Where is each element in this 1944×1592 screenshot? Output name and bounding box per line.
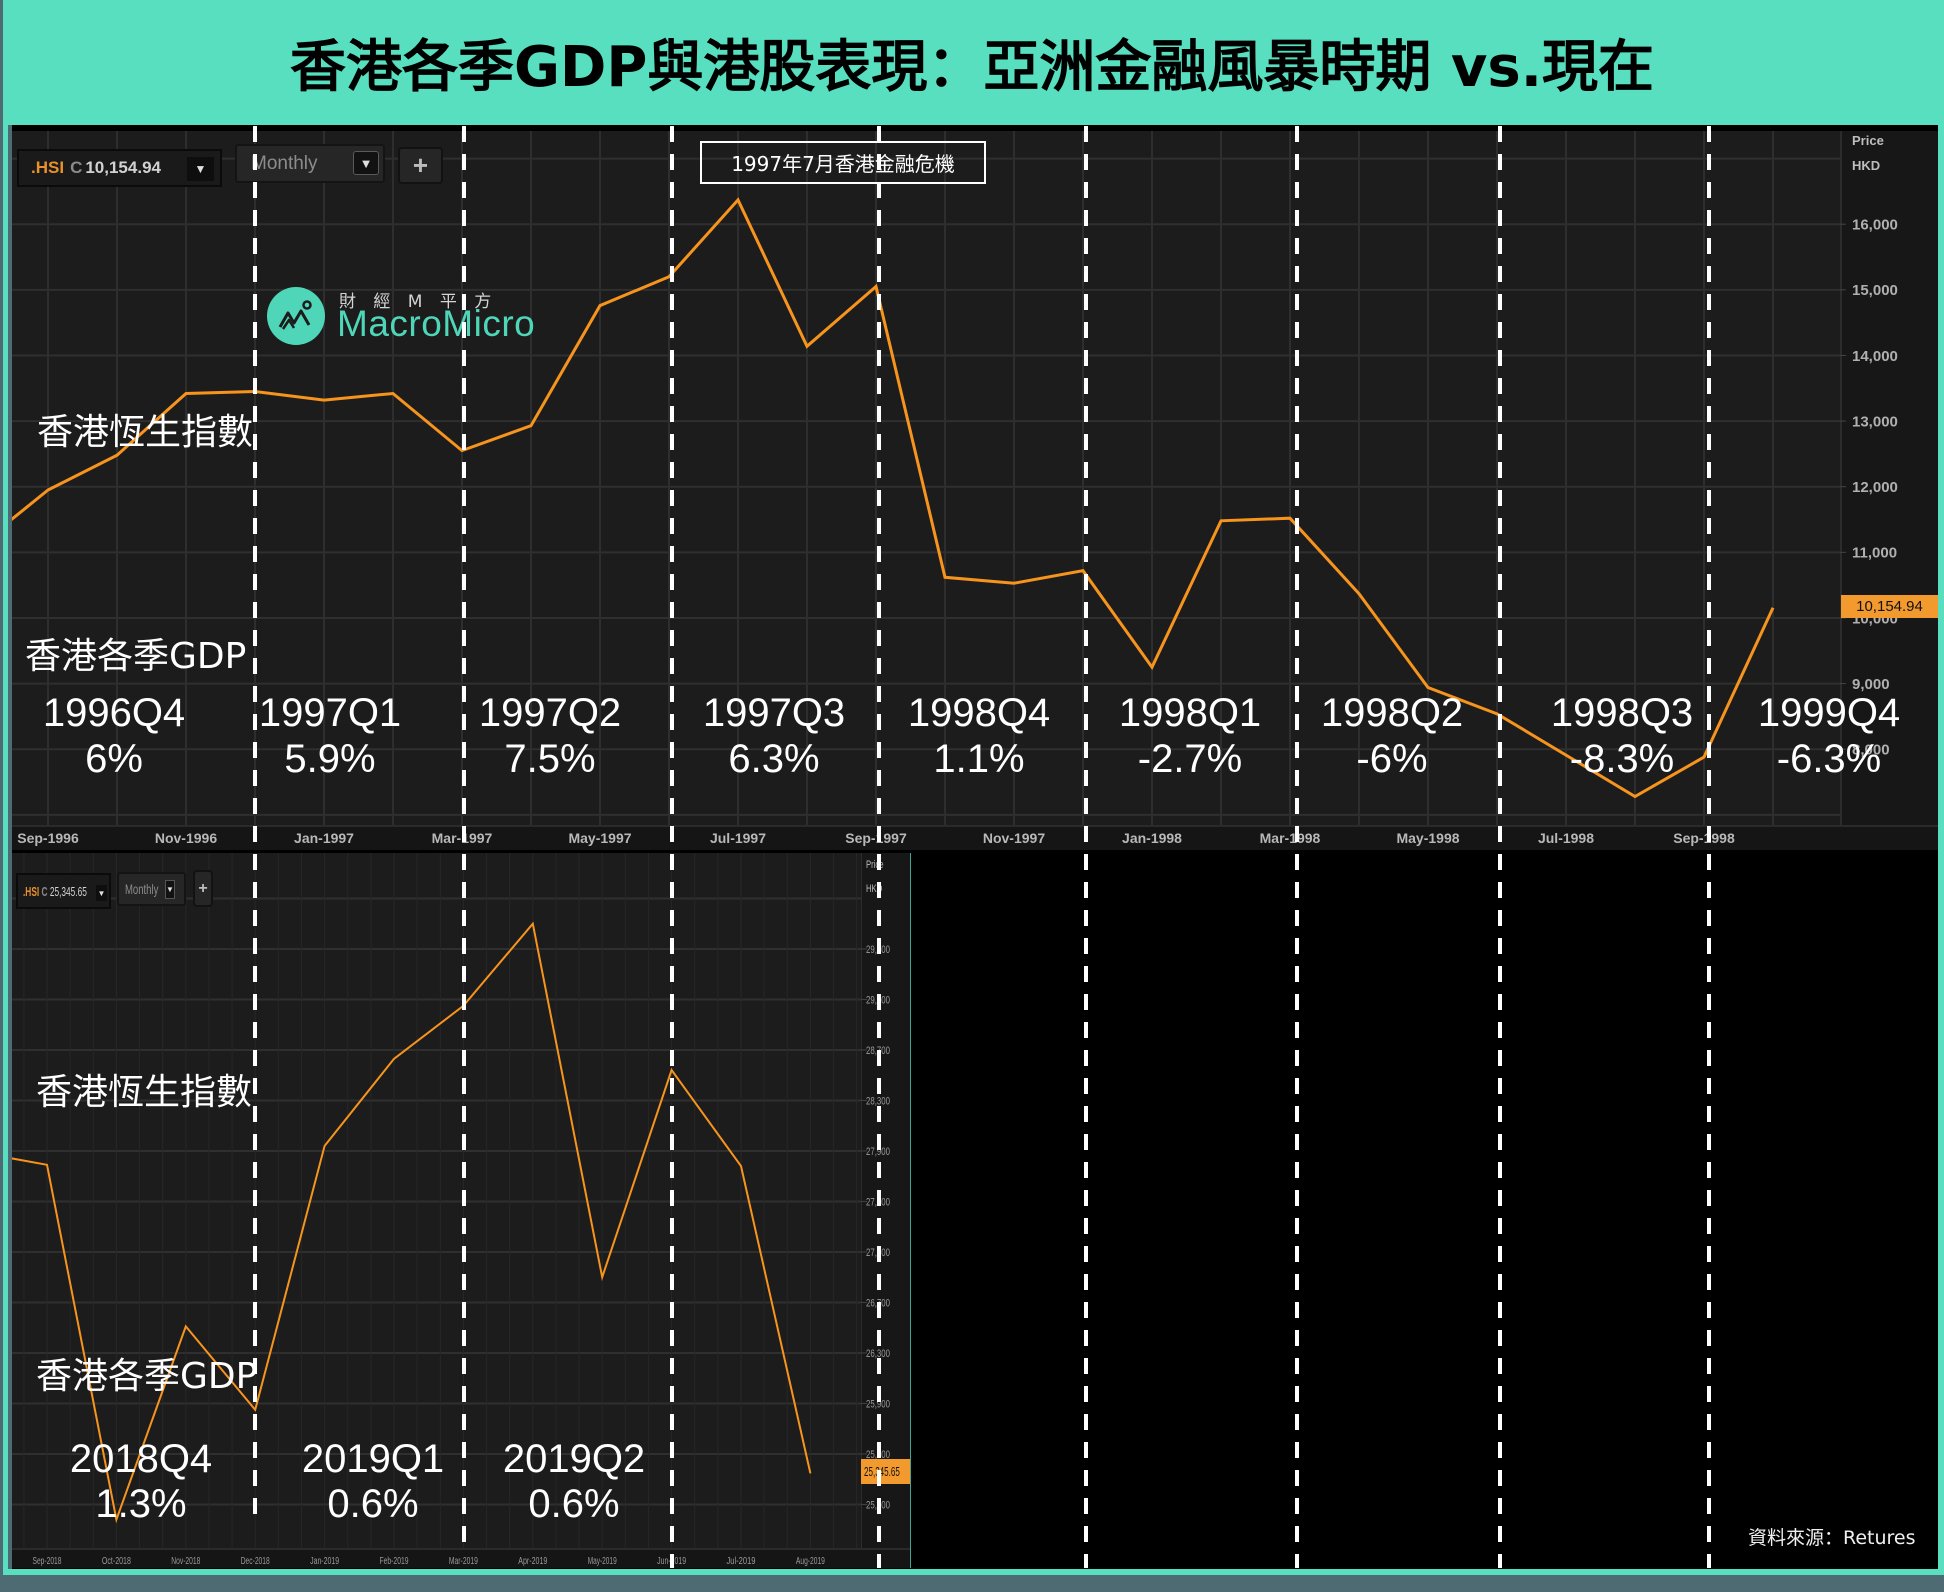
gdp-quarter-label: 1998Q2 -6% <box>1272 690 1512 782</box>
last-price-tag: 10,154.94 <box>1841 595 1938 618</box>
gdp-quarter-label: 1996Q4 6% <box>0 690 234 782</box>
logo-english-name: MacroMicro <box>337 303 536 344</box>
gdp-growth: 1.1% <box>933 737 1025 781</box>
last-close-quote: 25,345.65 <box>49 883 87 899</box>
top-symbol-selector[interactable]: .HSI C 10,154.94 ▼ <box>17 149 222 187</box>
symbol-dropdown-button[interactable]: ▼ <box>187 157 214 181</box>
gdp-quarter-label: 1998Q4 1.1% <box>859 690 1099 782</box>
chevron-down-icon: ▼ <box>166 885 174 894</box>
axis-unit-text: HKD <box>866 883 883 895</box>
panel-edge <box>8 125 12 1569</box>
left-edge <box>0 0 3 1592</box>
quarter: 2019Q2 <box>502 1437 646 1481</box>
last-close-quote: 10,154.94 <box>85 158 161 177</box>
gdp-quarter-label: 2018Q4 1.3% <box>21 1437 261 1527</box>
quarter: 1997Q3 <box>702 691 846 735</box>
quarter: 1996Q4 <box>42 691 186 735</box>
gdp-series-label: 香港各季GDP <box>25 636 247 677</box>
bottom-chart-time-axis[interactable] <box>12 1548 910 1568</box>
header-banner: 香港各季GDP與港股表現：亞洲金融風暴時期 vs.現在 <box>0 0 1944 125</box>
bottom-chart-border <box>910 853 911 1568</box>
gdp-series-label: 香港各季GDP <box>36 1356 258 1397</box>
top-chart-price-axis[interactable] <box>1840 131 1938 825</box>
chart-trend-icon <box>267 287 325 345</box>
gdp-quarter-label: 1998Q3 -8.3% <box>1502 690 1742 782</box>
gdp-growth: -6% <box>1356 737 1428 781</box>
event-annotation: 1997年7月香港金融危機 <box>700 141 986 184</box>
top-axis-unit: HKD <box>1852 158 1881 173</box>
plus-icon: + <box>412 150 429 180</box>
ticker-symbol: .HSI <box>23 883 40 899</box>
chevron-down-icon: ▼ <box>97 888 106 898</box>
bottom-axis-unit: HKD <box>866 883 889 895</box>
quote-prefix: C <box>41 883 48 899</box>
interval-label: Monthly <box>251 152 318 174</box>
gdp-quarter-label: 1998Q1 -2.7% <box>1070 690 1310 782</box>
gdp-growth: 5.9% <box>284 737 376 781</box>
logo-chinese-name: 財 經 M 平 方 <box>339 292 498 312</box>
macromicro-logo <box>267 287 325 345</box>
quarter: 1998Q1 <box>1118 691 1262 735</box>
top-interval-selector[interactable]: Monthly ▼ <box>235 144 385 183</box>
gdp-quarter-label: 1999Q4 -6.3% <box>1709 690 1944 782</box>
gdp-growth: 1.3% <box>95 1482 187 1526</box>
index-series-label: 香港恆生指數 <box>37 412 254 453</box>
gdp-growth: 6.3% <box>728 737 820 781</box>
page-title: 香港各季GDP與港股表現：亞洲金融風暴時期 vs.現在 <box>289 35 1655 100</box>
top-chart-time-axis[interactable] <box>12 825 1938 850</box>
top-add-series-button[interactable]: + <box>398 147 443 184</box>
gdp-growth: 0.6% <box>528 1482 620 1526</box>
gdp-quarter-label: 2019Q1 0.6% <box>253 1437 493 1527</box>
gdp-quarter-label: 1997Q2 7.5% <box>430 690 670 782</box>
bottom-axis-title: Price <box>866 859 891 871</box>
plus-icon: + <box>198 879 208 897</box>
quarter: 1998Q2 <box>1320 691 1464 735</box>
bottom-add-series-button[interactable]: + <box>193 870 213 907</box>
bottom-strip <box>0 1575 1944 1592</box>
quarter: 1999Q4 <box>1757 691 1901 735</box>
interval-dropdown-button[interactable]: ▼ <box>165 880 175 899</box>
chevron-down-icon: ▼ <box>359 155 373 171</box>
quarter: 1997Q1 <box>258 691 402 735</box>
gdp-growth: 7.5% <box>504 737 596 781</box>
gdp-quarter-label: 1997Q3 6.3% <box>654 690 894 782</box>
quarter: 2019Q1 <box>301 1437 445 1481</box>
bottom-chart-price-axis[interactable] <box>861 853 910 1548</box>
source-note: 資料來源：Retures <box>1748 1527 1916 1549</box>
ticker-symbol: .HSI <box>31 158 65 177</box>
gdp-growth: -6.3% <box>1776 737 1882 781</box>
top-axis-title: Price <box>1852 133 1884 148</box>
last-price-text: 25,345.65 <box>864 1464 900 1479</box>
gdp-quarter-label: 1997Q1 5.9% <box>210 690 450 782</box>
bottom-symbol-selector[interactable]: .HSI C 25,345.65 ▼ <box>16 873 111 909</box>
quarter: 2018Q4 <box>69 1437 213 1481</box>
interval-label: Monthly <box>125 881 159 897</box>
symbol-dropdown-button[interactable]: ▼ <box>96 885 107 901</box>
quarter: 1997Q2 <box>478 691 622 735</box>
last-price-tag: 25,345.65 <box>861 1459 910 1484</box>
quote-prefix: C <box>70 158 83 177</box>
gdp-growth: -8.3% <box>1569 737 1675 781</box>
index-series-label: 香港恆生指數 <box>36 1072 253 1113</box>
gdp-growth: 0.6% <box>327 1482 419 1526</box>
quarter: 1998Q4 <box>907 691 1051 735</box>
chevron-down-icon: ▼ <box>194 162 207 176</box>
bottom-interval-selector[interactable]: Monthly ▼ <box>117 872 186 906</box>
quarter: 1998Q3 <box>1550 691 1694 735</box>
gdp-growth: -2.7% <box>1137 737 1243 781</box>
axis-title-text: Price <box>866 859 884 871</box>
gdp-quarter-label: 2019Q2 0.6% <box>454 1437 694 1527</box>
interval-dropdown-button[interactable]: ▼ <box>353 151 379 175</box>
symbol-quote-text: .HSI C 25,345.65 <box>23 884 87 899</box>
gdp-growth: 6% <box>85 737 143 781</box>
